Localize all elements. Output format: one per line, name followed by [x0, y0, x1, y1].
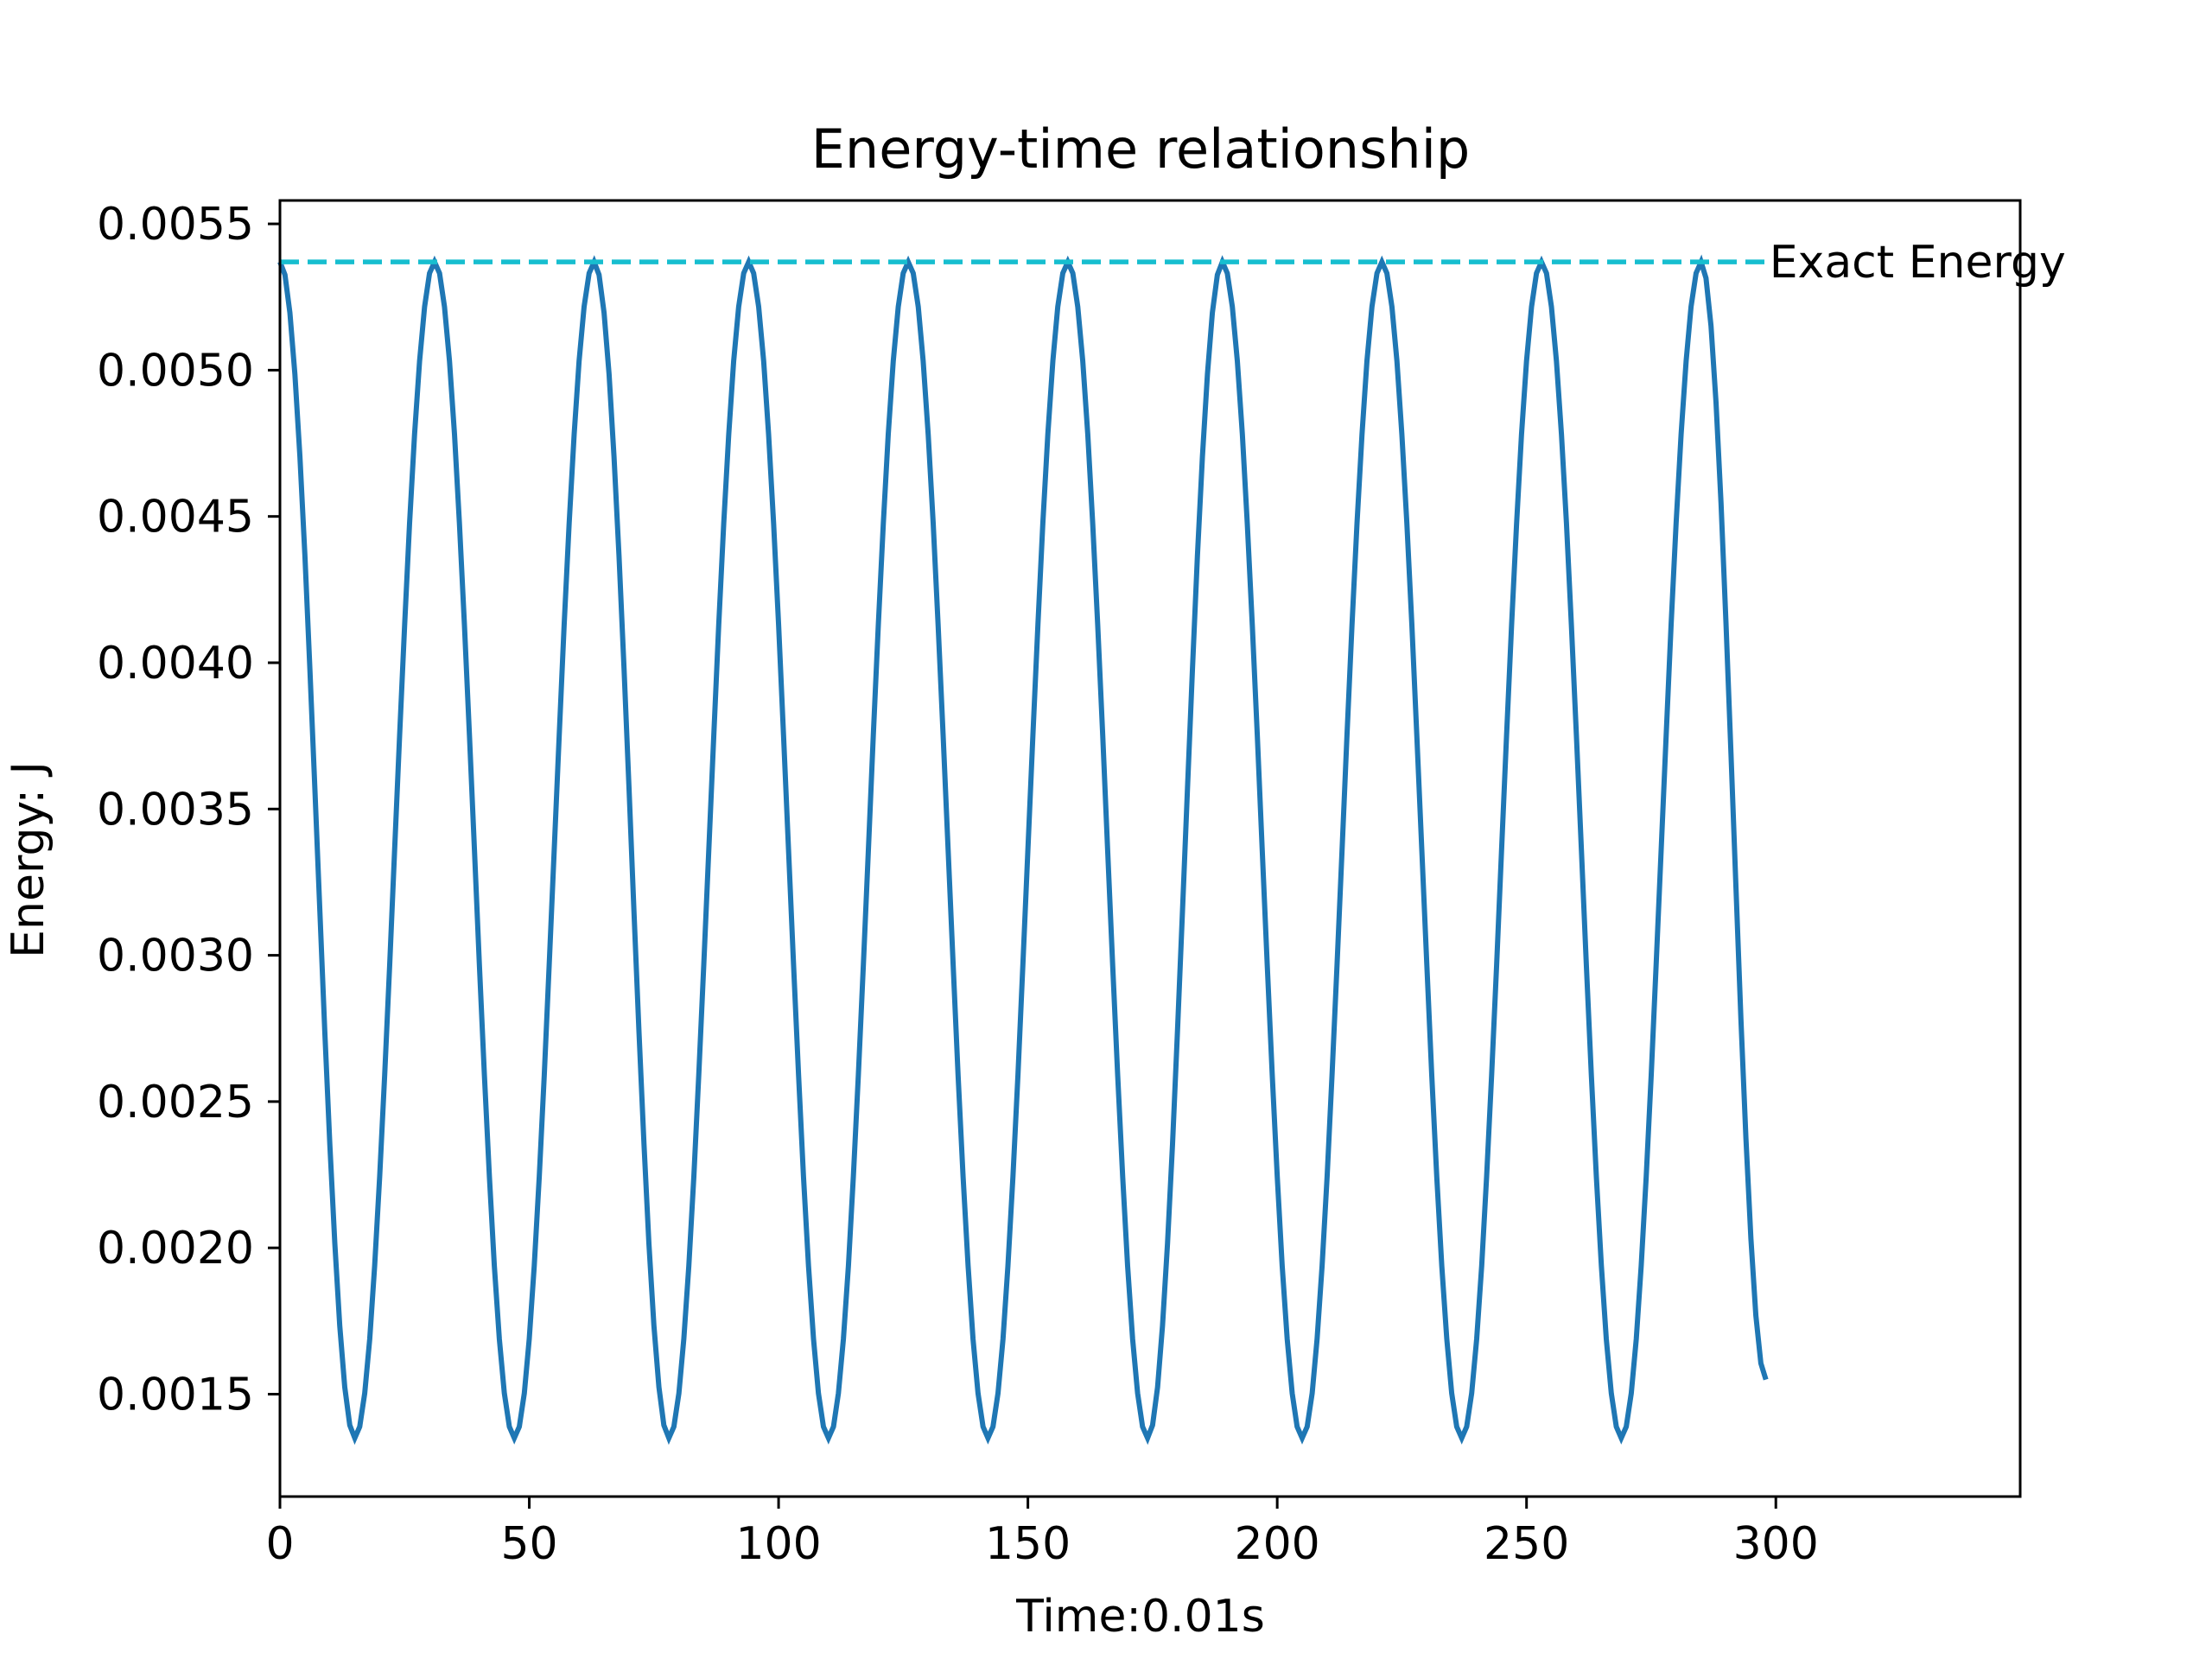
y-axis-ticks: 0.0015 0.0020 0.0025 0.0030 0.0035 0.0040 0.00… [97, 199, 280, 1421]
y-tick-label: 0.0045 [97, 492, 254, 543]
y-tick-label: 0.0030 [97, 931, 254, 982]
x-tick-label: 150 [985, 1518, 1071, 1570]
exact-energy-annotation: Exact Energy [1770, 237, 2066, 289]
x-axis-label: Time:0.01s [1015, 1591, 1265, 1643]
y-tick-label: 0.0020 [97, 1223, 254, 1274]
y-tick-label: 0.0055 [97, 199, 254, 251]
y-tick-label: 0.0040 [97, 638, 254, 690]
plot-area: Exact Energy [277, 199, 2066, 1498]
x-tick-label: 250 [1484, 1518, 1569, 1570]
x-tick-label: 200 [1235, 1518, 1320, 1570]
x-axis-ticks: 0 50 100 150 200 250 300 [265, 1497, 1819, 1570]
x-tick-label: 0 [265, 1518, 294, 1570]
x-tick-label: 100 [735, 1518, 821, 1570]
plot-frame [278, 199, 2022, 1498]
y-tick-label: 0.0035 [97, 784, 254, 836]
chart-title: Energy-time relationship [811, 118, 1471, 181]
y-tick-label: 0.0015 [97, 1369, 254, 1421]
x-tick-label: 50 [500, 1518, 557, 1570]
y-axis-label: Energy: J [3, 761, 54, 958]
series-energy-line [277, 254, 1769, 1446]
x-tick-label: 300 [1733, 1518, 1819, 1570]
y-tick-label: 0.0050 [97, 345, 254, 397]
y-tick-label: 0.0025 [97, 1077, 254, 1128]
